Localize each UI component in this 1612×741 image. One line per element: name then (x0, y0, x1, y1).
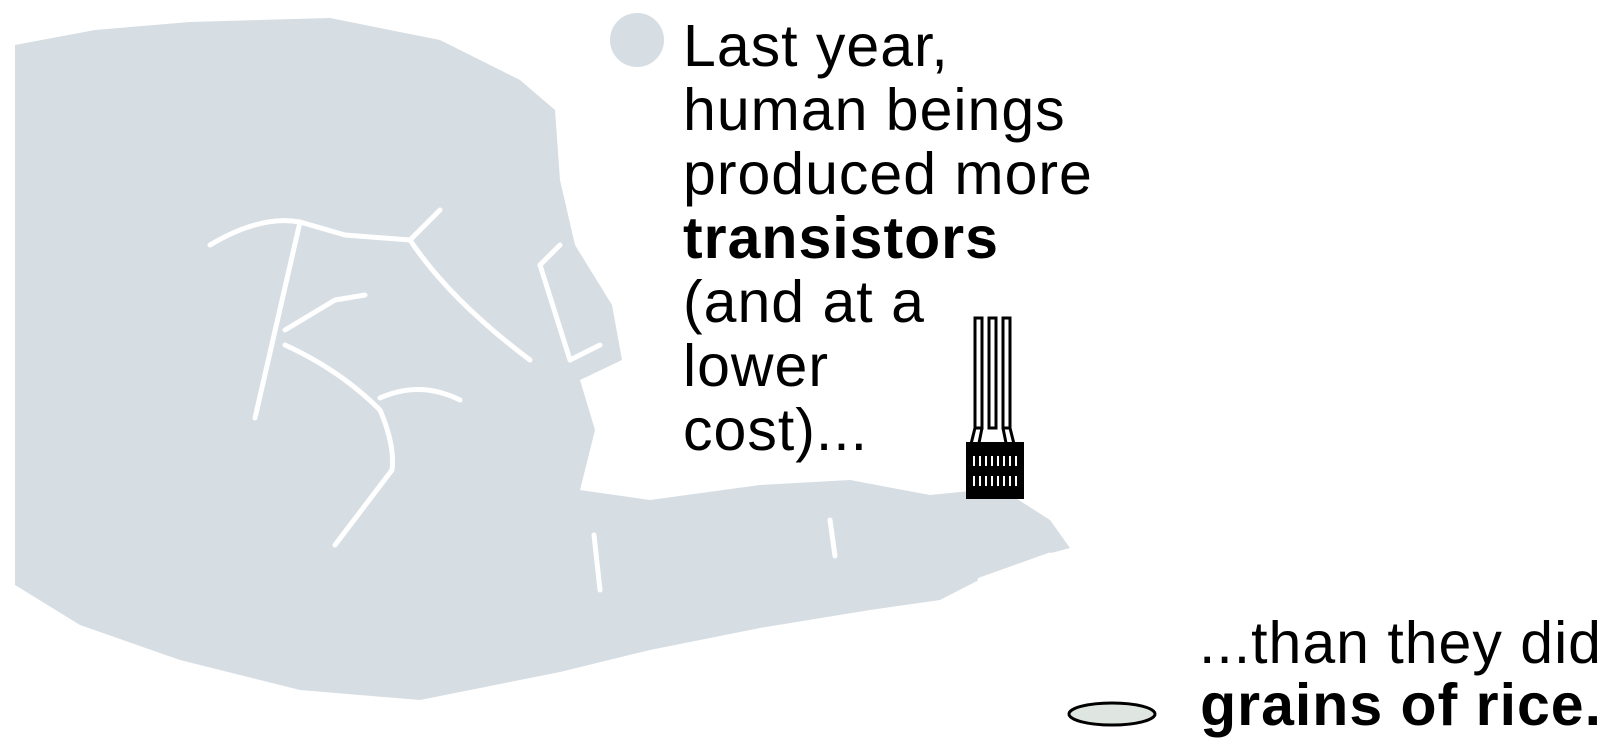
caption-bottom-line-2-bold: grains of rice. (1200, 672, 1602, 738)
caption-line-5: (and at a (683, 269, 925, 335)
transistor-icon (966, 316, 1024, 499)
caption-line-6: lower (683, 333, 829, 399)
rice-grain-icon (1067, 701, 1157, 727)
caption-bottom: ...than they did grains of rice. (1199, 612, 1602, 736)
caption-line-3: produced more (683, 141, 1093, 207)
caption-line-4-bold: transistors (683, 205, 999, 271)
caption-bottom-line-1: ...than they did (1198, 610, 1602, 676)
hand-shape (15, 18, 1070, 700)
caption-line-2: human beings (683, 77, 1066, 143)
caption-line-7: cost)... (683, 397, 869, 463)
palm-lines (207, 207, 1053, 593)
caption-top: Last year, human beings produced more tr… (683, 14, 1093, 462)
hand-illustration (15, 18, 1070, 700)
bullet-dot (610, 13, 664, 67)
caption-line-1: Last year, (683, 13, 949, 79)
